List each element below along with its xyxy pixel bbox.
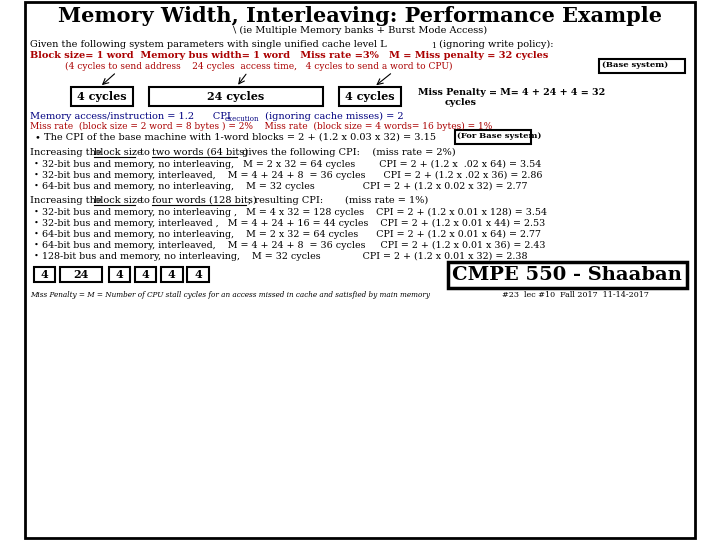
Text: 4: 4 (142, 268, 150, 280)
FancyBboxPatch shape (339, 86, 401, 105)
Text: Given the following system parameters with single unified cache level L: Given the following system parameters wi… (30, 40, 387, 49)
Text: block size: block size (94, 196, 143, 205)
Text: •: • (35, 230, 39, 238)
Text: 32-bit bus and memory, no interleaving,   M = 2 x 32 = 64 cycles        CPI = 2 : 32-bit bus and memory, no interleaving, … (42, 160, 541, 169)
Text: (4 cycles to send address    24 cycles  access time,   4 cycles to send a word t: (4 cycles to send address 24 cycles acce… (65, 62, 453, 71)
Text: execution: execution (224, 115, 258, 123)
Text: 64-bit bus and memory, no interleaving,    M = 2 x 32 = 64 cycles      CPI = 2 +: 64-bit bus and memory, no interleaving, … (42, 230, 541, 239)
Text: two words (64 bits): two words (64 bits) (152, 148, 248, 157)
FancyBboxPatch shape (599, 59, 685, 73)
Text: Increasing the: Increasing the (30, 148, 105, 157)
FancyBboxPatch shape (34, 267, 55, 281)
Text: •: • (35, 219, 39, 227)
Text: •: • (35, 171, 39, 179)
Text: \ (ie Multiple Memory banks + Burst Mode Access): \ (ie Multiple Memory banks + Burst Mode… (233, 26, 487, 35)
Text: 4: 4 (115, 268, 123, 280)
Text: Memory Width, Interleaving: Performance Example: Memory Width, Interleaving: Performance … (58, 6, 662, 26)
Text: The CPI of the base machine with 1-word blocks = 2 + (1.2 x 0.03 x 32) = 3.15: The CPI of the base machine with 1-word … (44, 133, 436, 142)
Text: 24 cycles: 24 cycles (207, 91, 264, 102)
Text: •: • (35, 182, 39, 190)
Text: gives the following CPI:    (miss rate = 2%): gives the following CPI: (miss rate = 2%… (239, 148, 456, 157)
Text: block size: block size (94, 148, 143, 157)
FancyBboxPatch shape (60, 267, 102, 281)
FancyBboxPatch shape (187, 267, 209, 281)
Text: 32-bit bus and memory, interleaved,    M = 4 + 24 + 8  = 36 cycles      CPI = 2 : 32-bit bus and memory, interleaved, M = … (42, 171, 542, 180)
Text: (Base system): (Base system) (601, 61, 667, 69)
Text: to: to (138, 148, 153, 157)
FancyBboxPatch shape (454, 130, 531, 144)
Text: Memory access/instruction = 1.2      CPI: Memory access/instruction = 1.2 CPI (30, 112, 231, 121)
Text: (ignoring cache misses) = 2: (ignoring cache misses) = 2 (261, 112, 403, 121)
FancyBboxPatch shape (149, 86, 323, 105)
Text: •: • (35, 208, 39, 216)
Text: •: • (35, 252, 39, 260)
Text: to: to (138, 196, 153, 205)
Text: cycles: cycles (444, 98, 476, 107)
Text: 32-bit bus and memory, interleaved ,   M = 4 + 24 + 16 = 44 cycles    CPI = 2 + : 32-bit bus and memory, interleaved , M =… (42, 219, 545, 228)
Text: 4 cycles: 4 cycles (77, 91, 127, 102)
Text: 24: 24 (73, 268, 89, 280)
Text: #23  lec #10  Fall 2017  11-14-2017: #23 lec #10 Fall 2017 11-14-2017 (502, 291, 649, 299)
Text: 64-bit bus and memory, no interleaving,    M = 32 cycles                CPI = 2 : 64-bit bus and memory, no interleaving, … (42, 182, 527, 191)
Text: 64-bit bus and memory, interleaved,    M = 4 + 24 + 8  = 36 cycles     CPI = 2 +: 64-bit bus and memory, interleaved, M = … (42, 241, 545, 250)
Text: ; resulting CPI:       (miss rate = 1%): ; resulting CPI: (miss rate = 1%) (248, 196, 428, 205)
FancyBboxPatch shape (25, 2, 695, 538)
Text: •: • (35, 160, 39, 168)
Text: 128-bit bus and memory, no interleaving,    M = 32 cycles              CPI = 2 +: 128-bit bus and memory, no interleaving,… (42, 252, 527, 261)
Text: (For Base system): (For Base system) (457, 132, 541, 140)
FancyBboxPatch shape (135, 267, 156, 281)
FancyBboxPatch shape (448, 262, 687, 288)
Text: 4 cycles: 4 cycles (345, 91, 394, 102)
FancyBboxPatch shape (71, 86, 133, 105)
Text: Miss rate  (block size = 2 word = 8 bytes ) = 2%    Miss rate  (block size = 4 w: Miss rate (block size = 2 word = 8 bytes… (30, 122, 493, 131)
Text: four words (128 bits): four words (128 bits) (152, 196, 257, 205)
Text: •: • (35, 133, 40, 142)
Text: Increasing the: Increasing the (30, 196, 105, 205)
Text: 4: 4 (168, 268, 176, 280)
Text: Block size= 1 word  Memory bus width= 1 word   Miss rate =3%   M = Miss penalty : Block size= 1 word Memory bus width= 1 w… (30, 51, 549, 60)
Text: 1: 1 (431, 42, 436, 50)
FancyBboxPatch shape (161, 267, 183, 281)
Text: •: • (35, 241, 39, 249)
Text: Miss Penalty = M= 4 + 24 + 4 = 32: Miss Penalty = M= 4 + 24 + 4 = 32 (418, 88, 606, 97)
Text: CMPE 550 - Shaaban: CMPE 550 - Shaaban (452, 266, 683, 284)
Text: Miss Penalty = M = Number of CPU stall cycles for an access missed in cache and : Miss Penalty = M = Number of CPU stall c… (30, 291, 431, 299)
Text: 4: 4 (194, 268, 202, 280)
Text: (ignoring write policy):: (ignoring write policy): (436, 40, 554, 49)
FancyBboxPatch shape (109, 267, 130, 281)
Text: 32-bit bus and memory, no interleaving ,   M = 4 x 32 = 128 cycles    CPI = 2 + : 32-bit bus and memory, no interleaving ,… (42, 208, 546, 217)
Text: 4: 4 (40, 268, 48, 280)
